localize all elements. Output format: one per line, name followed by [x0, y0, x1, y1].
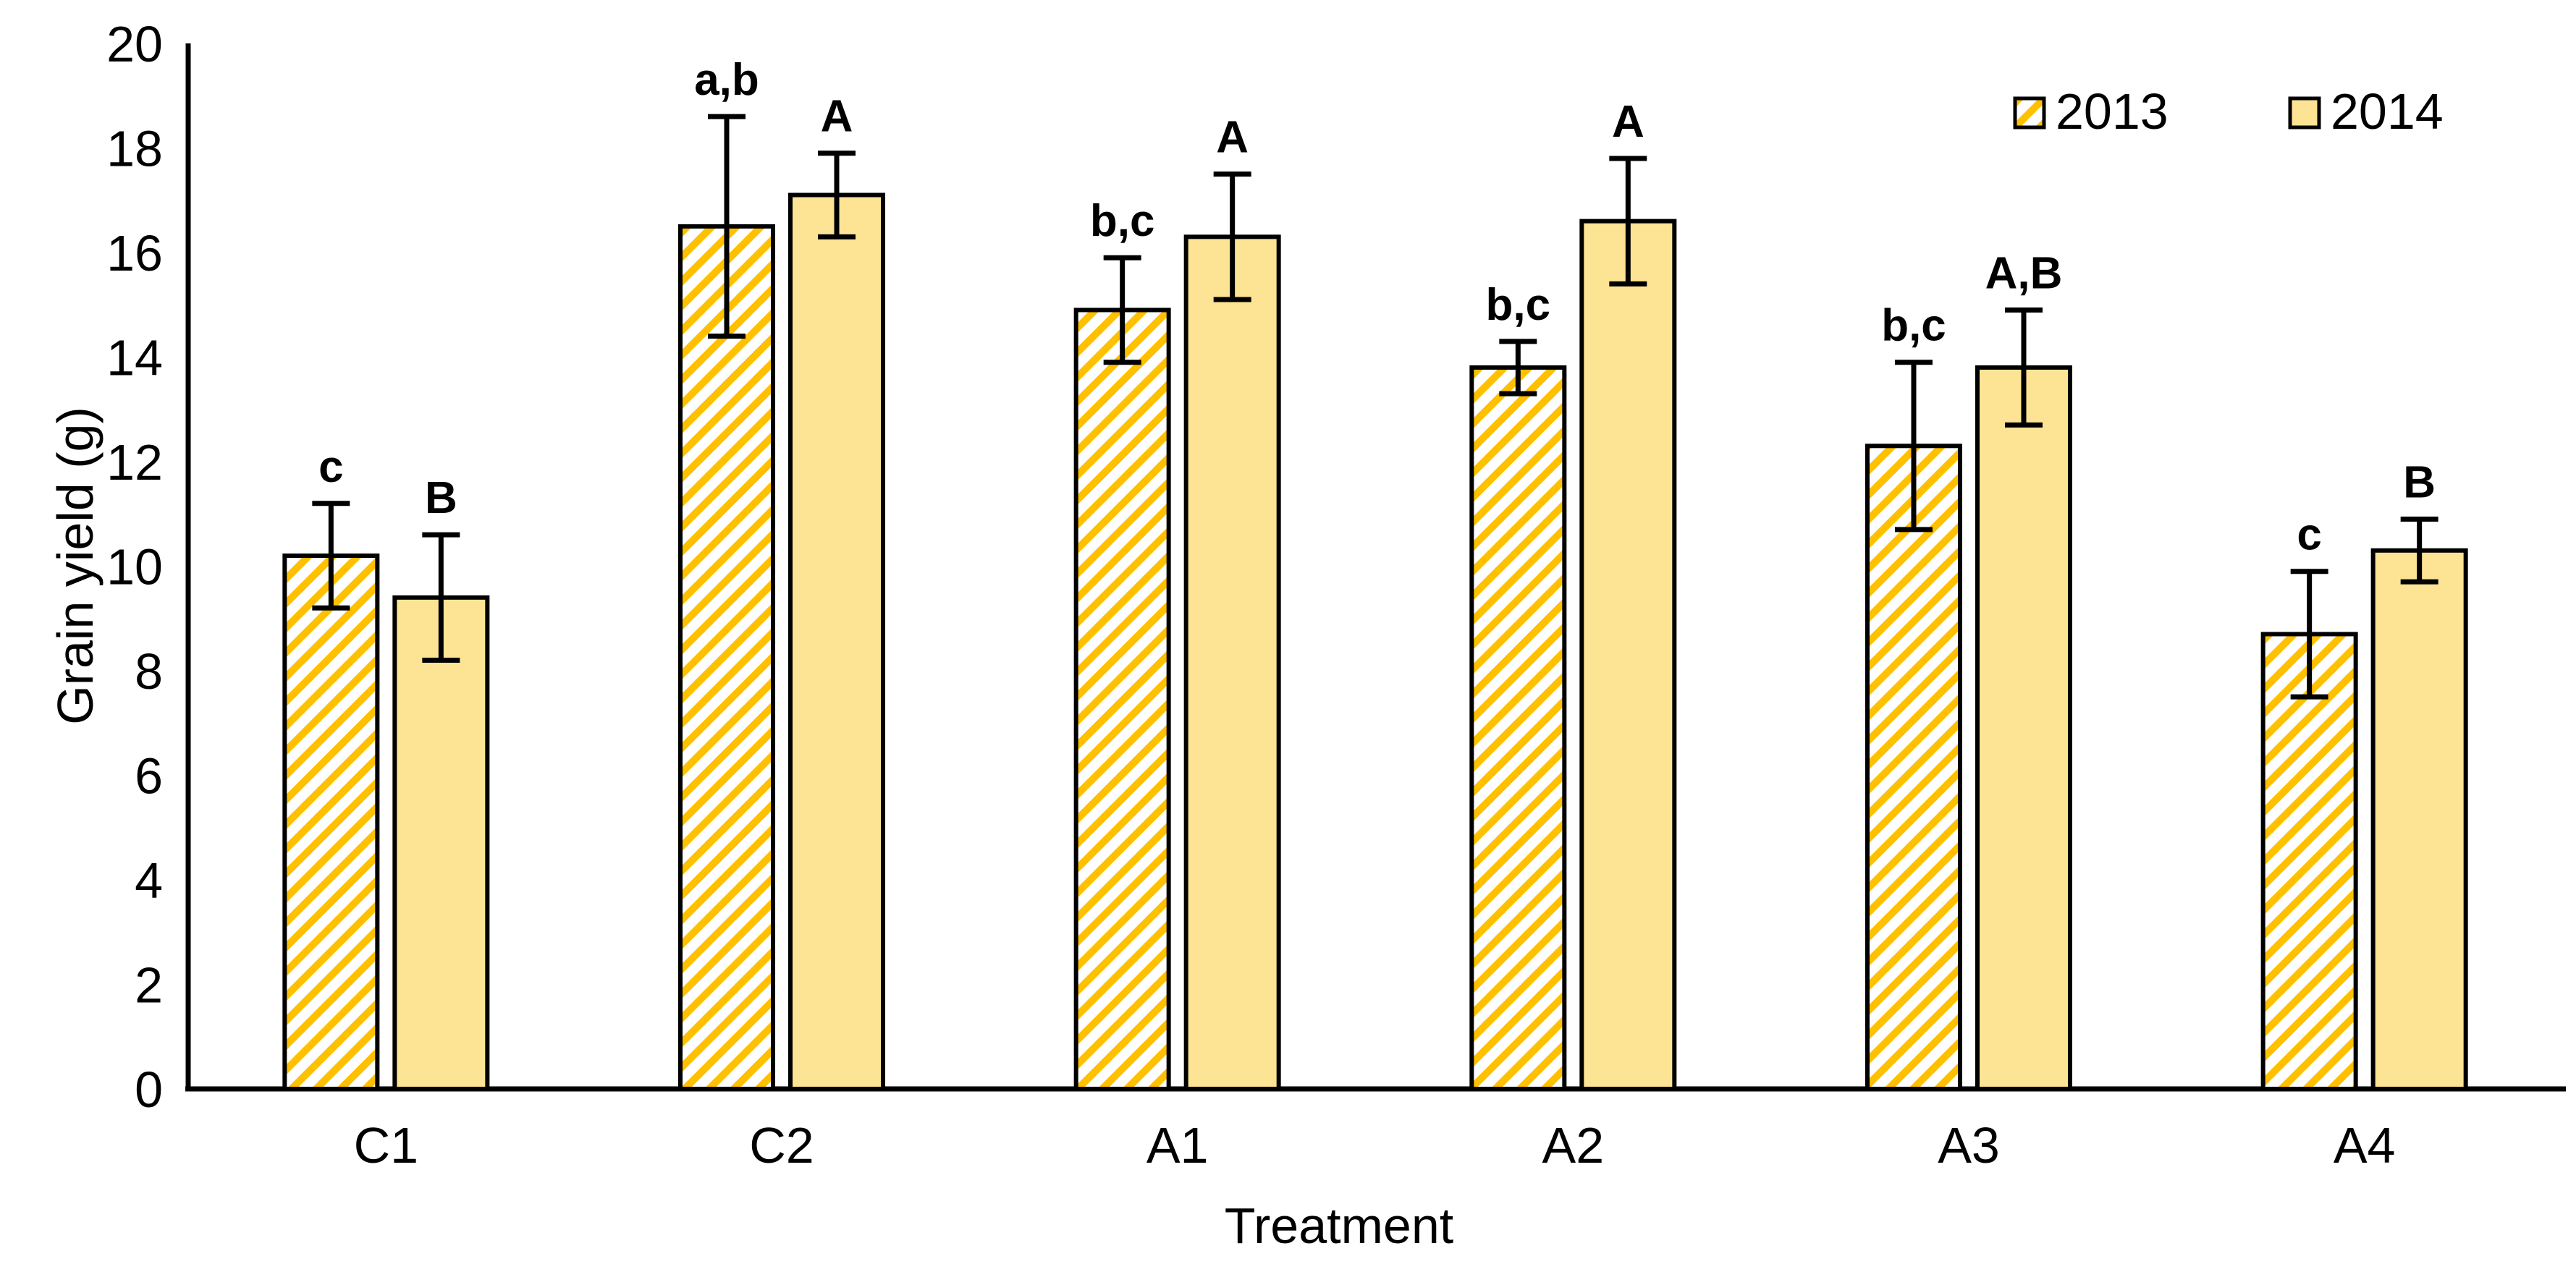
- bar-2013-C2: [678, 224, 775, 1091]
- x-tick-label-A1: A1: [1146, 1117, 1209, 1174]
- bar-2013-C1: [282, 553, 380, 1091]
- y-tick-label-18: 18: [106, 121, 163, 177]
- bar-2013-A2: [1469, 365, 1567, 1091]
- bar-2013-A4: [2260, 632, 2358, 1091]
- error-bar-2013-A3: [1895, 360, 1933, 533]
- sig-letter-2013-A2: b,c: [1486, 280, 1551, 330]
- axis-tick-labels: 0 2 4 6 8 10 12 14 16 18 20 C1 c B C2 a,b A A1 b,c A A2 b,c A A…: [106, 16, 2436, 1174]
- y-tick-label-12: 12: [106, 434, 163, 491]
- x-tick-label-A3: A3: [1938, 1117, 2000, 1174]
- sig-letter-2014-A2: A: [1612, 97, 1644, 147]
- x-tick-label-C2: C2: [749, 1117, 814, 1174]
- bar-2013-A3: [1865, 444, 1962, 1091]
- error-bar-2014-C1: [422, 532, 460, 663]
- legend-label-2014: 2014: [2331, 83, 2444, 140]
- legend-swatch-2013: [2013, 96, 2046, 130]
- y-tick-label-0: 0: [135, 1061, 163, 1118]
- y-tick-label-8: 8: [135, 643, 163, 700]
- legend-label-2013: 2013: [2056, 83, 2169, 140]
- error-bar-2013-A4: [2290, 569, 2328, 700]
- sig-letter-2013-A4: c: [2297, 510, 2321, 560]
- sig-letter-2014-A4: B: [2403, 457, 2436, 507]
- y-tick-label-6: 6: [135, 748, 163, 805]
- y-axis-title: Grain yield (g): [47, 407, 104, 725]
- y-tick-label-14: 14: [106, 330, 163, 386]
- sig-letter-2013-C1: c: [318, 442, 343, 492]
- error-bar-2014-A1: [1213, 171, 1251, 302]
- y-tick-label-10: 10: [106, 539, 163, 595]
- x-tick-label-A2: A2: [1542, 1117, 1605, 1174]
- x-tick-label-C1: C1: [354, 1117, 418, 1174]
- x-axis-title: Treatment: [1225, 1197, 1453, 1254]
- sig-letter-2013-A1: b,c: [1090, 196, 1155, 246]
- legend-swatch-2014: [2288, 96, 2321, 130]
- y-tick-label-16: 16: [106, 225, 163, 281]
- bar-2014-A1: [1183, 234, 1281, 1092]
- error-bar-2014-A3: [2005, 307, 2043, 428]
- bar-2014-C2: [788, 192, 885, 1091]
- error-bar-2013-C1: [312, 501, 350, 611]
- error-bar-2013-A1: [1103, 255, 1141, 365]
- bar-2014-A4: [2370, 548, 2468, 1091]
- sig-letter-2014-C1: B: [425, 473, 457, 523]
- sig-letter-2013-A3: b,c: [1881, 301, 1946, 351]
- bar-2014-C1: [392, 595, 490, 1091]
- error-bar-2014-C2: [818, 150, 856, 239]
- axes: [185, 43, 2566, 1092]
- y-tick-label-2: 2: [135, 957, 163, 1014]
- legend: 2013 2014: [2013, 83, 2444, 140]
- bars: [282, 114, 2468, 1092]
- x-tick-label-A4: A4: [2334, 1117, 2396, 1174]
- error-bar-2014-A4: [2400, 516, 2438, 585]
- y-tick-label-4: 4: [135, 852, 163, 909]
- sig-letter-2014-A1: A: [1216, 113, 1249, 163]
- error-bar-2014-A2: [1609, 156, 1647, 287]
- bar-2014-A3: [1975, 365, 2072, 1091]
- sig-letter-2014-A3: A,B: [1985, 248, 2063, 298]
- bar-2013-A1: [1073, 307, 1171, 1092]
- sig-letter-2013-C2: a,b: [694, 55, 759, 105]
- sig-letter-2014-C2: A: [821, 92, 853, 142]
- y-tick-label-20: 20: [106, 16, 163, 72]
- error-bar-2013-C2: [708, 114, 746, 339]
- error-bar-2013-A2: [1499, 339, 1537, 396]
- bar-2014-A2: [1579, 219, 1677, 1091]
